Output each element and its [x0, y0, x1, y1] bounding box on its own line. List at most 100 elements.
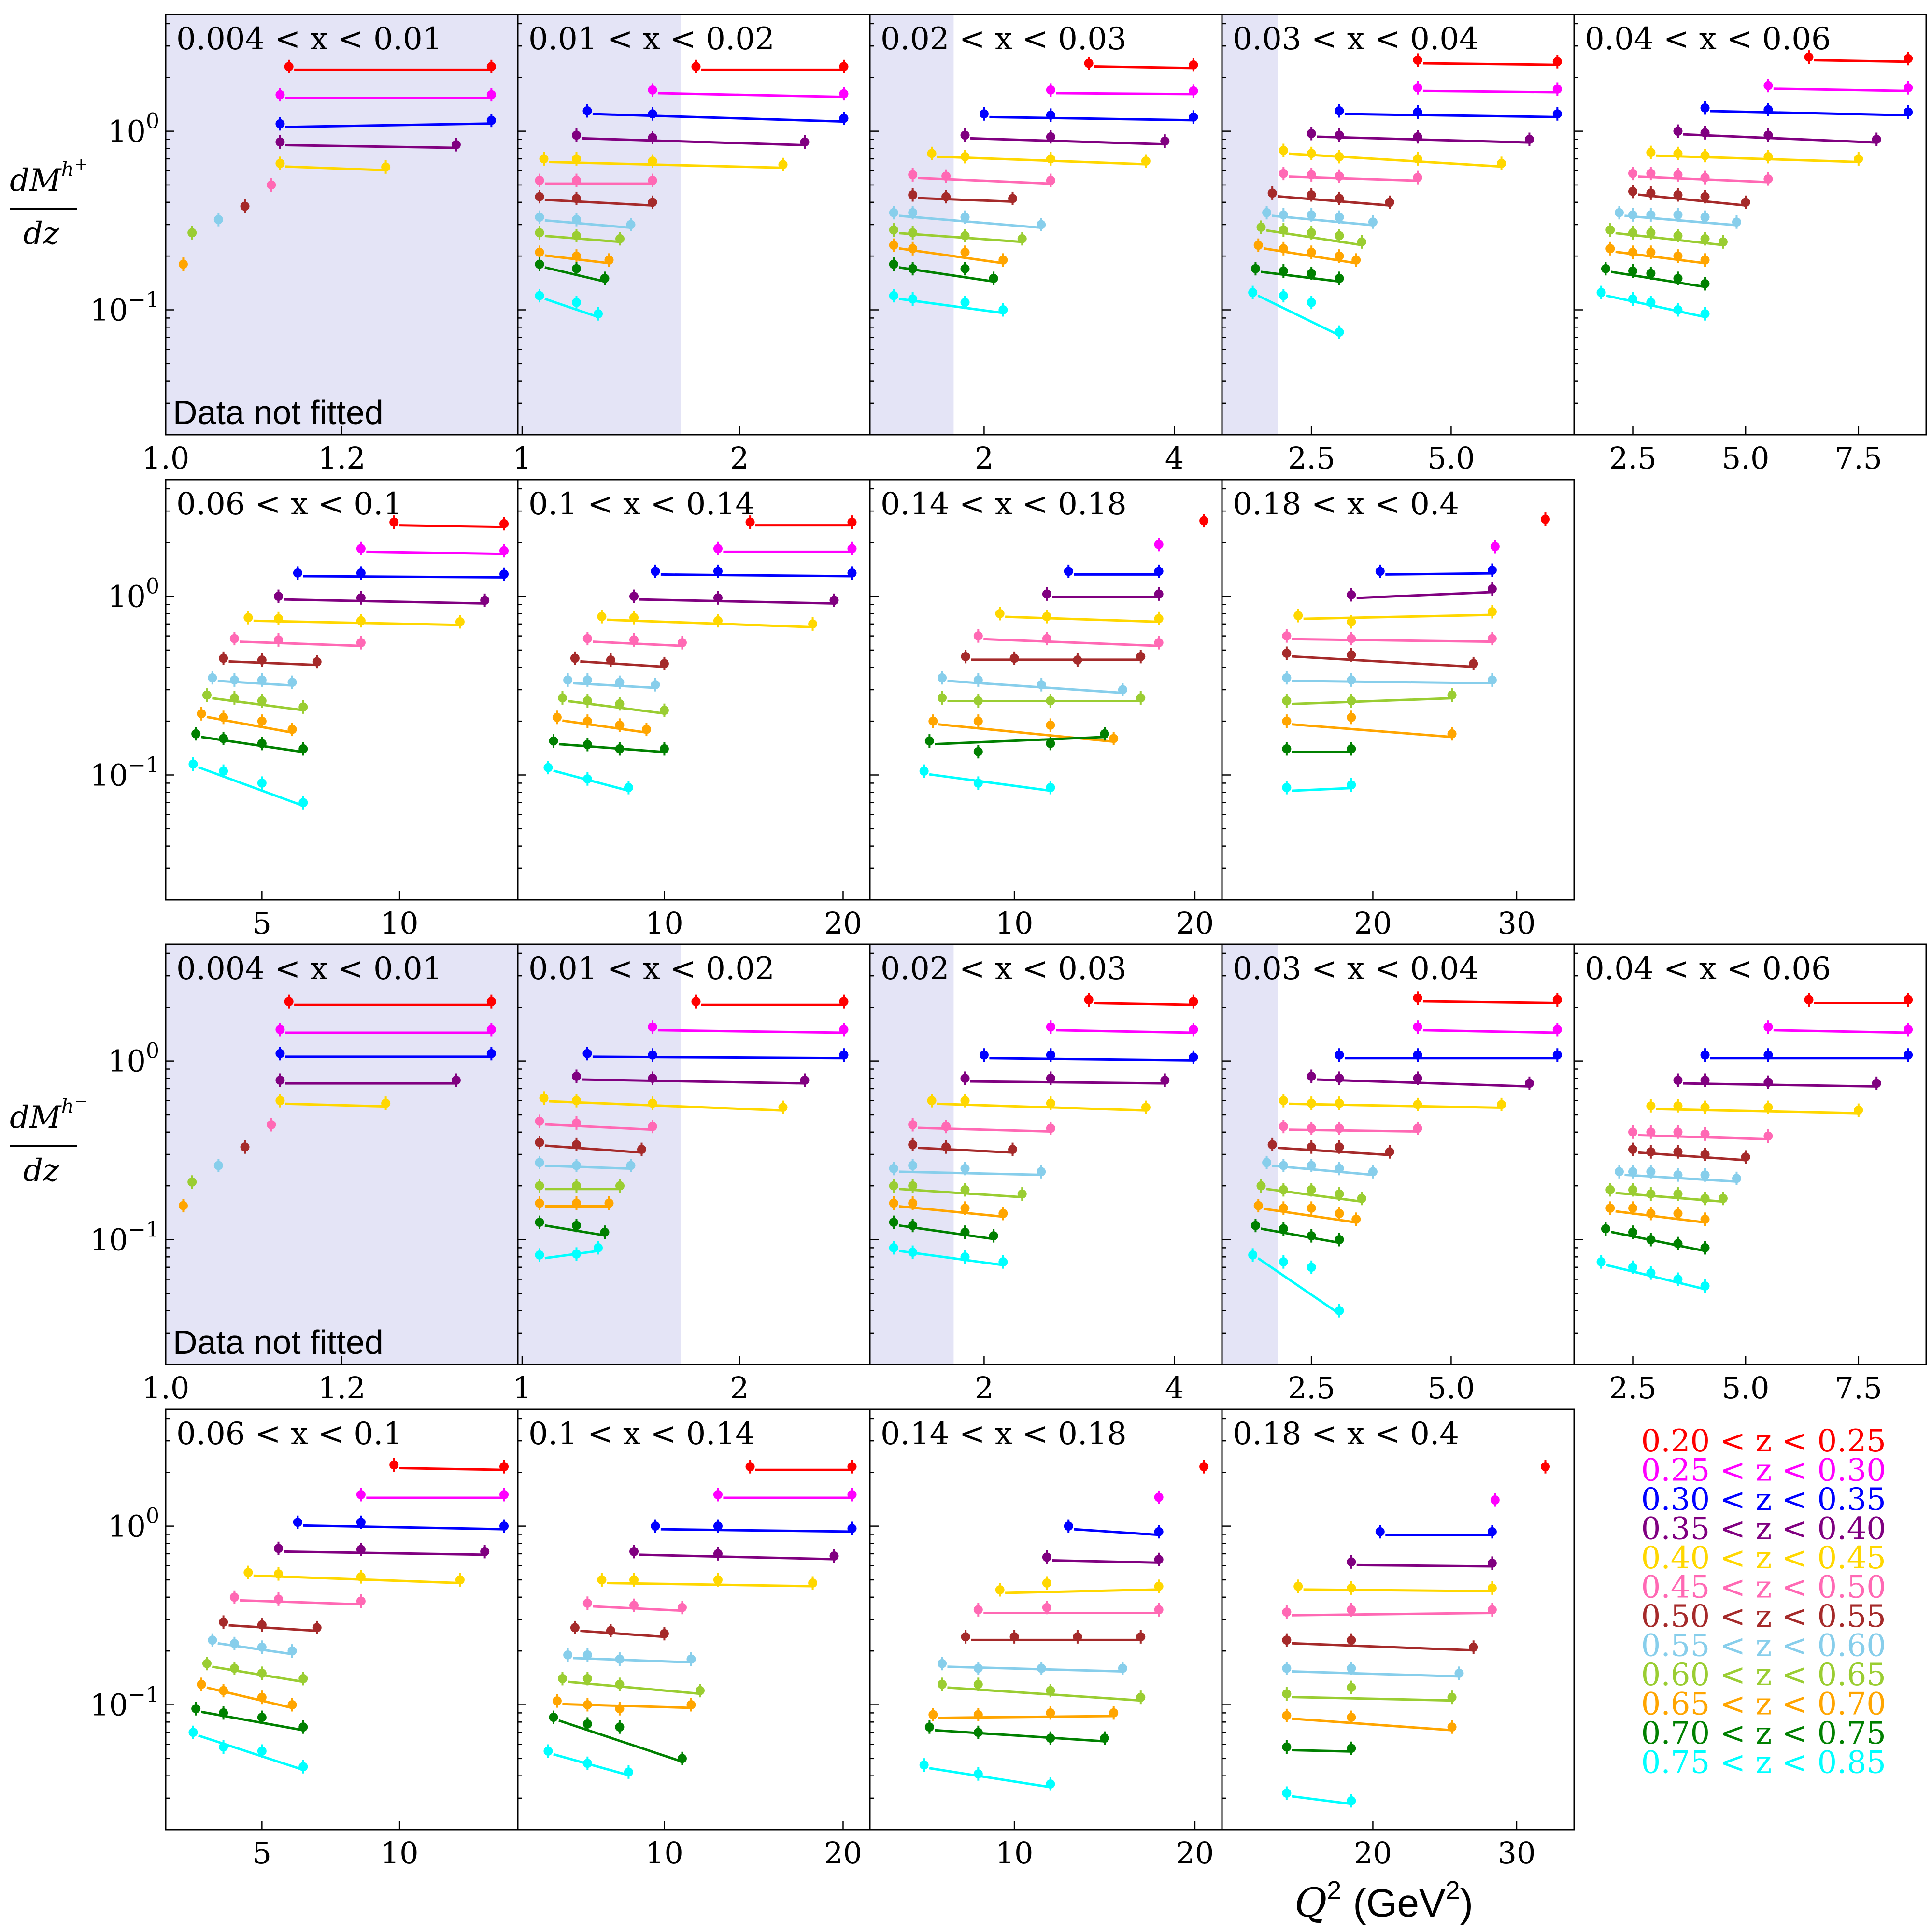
series-3: [1064, 1519, 1164, 1539]
data-point: [1487, 1558, 1497, 1568]
data-point: [1046, 696, 1055, 706]
data-point: [839, 89, 849, 99]
data-point: [1282, 1635, 1292, 1645]
x-tick-label: 5.0: [1427, 1370, 1475, 1406]
data-point: [629, 1547, 639, 1556]
x-tick-label: 30: [1498, 1835, 1536, 1871]
fit-line: [217, 680, 293, 687]
data-point: [1307, 298, 1316, 307]
data-point: [1763, 1022, 1773, 1032]
data-point: [604, 1198, 614, 1208]
series-7: [908, 1137, 1018, 1156]
legend-item-1: 0.20 < z < 0.25: [1641, 1423, 1886, 1459]
data-point: [552, 712, 562, 722]
data-point: [1046, 85, 1055, 95]
fit-line: [1292, 1611, 1492, 1617]
data-point: [582, 696, 592, 706]
fit-line: [1052, 1559, 1159, 1564]
data-point: [1084, 58, 1094, 68]
data-point: [1413, 1050, 1422, 1060]
y-tick-label: 100: [108, 574, 159, 614]
x-tick-label: 5.0: [1722, 1370, 1770, 1406]
data-point: [889, 1181, 898, 1191]
data-point: [1046, 1686, 1055, 1695]
series-1: [691, 994, 849, 1009]
data-point: [1487, 675, 1497, 685]
legend-item-8: 0.55 < z < 0.60: [1641, 1628, 1886, 1664]
data-point: [549, 1713, 558, 1722]
data-point: [995, 1585, 1005, 1594]
series-4: [274, 1541, 490, 1559]
data-point: [1487, 634, 1497, 643]
data-point: [927, 1096, 937, 1106]
data-point: [1347, 780, 1356, 790]
data-point: [1282, 1607, 1292, 1617]
data-point: [889, 1218, 898, 1227]
fit-line: [544, 1164, 631, 1170]
fit-line: [1272, 214, 1373, 227]
data-point: [1042, 1578, 1051, 1588]
data-point: [908, 1198, 918, 1208]
data-point: [1646, 269, 1656, 278]
data-point: [389, 1460, 399, 1470]
fit-line: [285, 165, 386, 171]
data-point: [594, 309, 603, 319]
data-point: [582, 106, 592, 115]
data-point: [1335, 171, 1344, 181]
data-point: [535, 1198, 544, 1208]
data-point: [257, 655, 267, 665]
x-tick-label: 7.5: [1835, 440, 1883, 476]
data-point: [1199, 1462, 1209, 1472]
data-point: [572, 1221, 581, 1230]
data-point: [973, 778, 983, 788]
series-1: [1540, 1460, 1550, 1474]
data-point: [1673, 273, 1683, 283]
data-point: [275, 1024, 285, 1034]
data-point: [1628, 266, 1637, 276]
series-2: [275, 1023, 496, 1037]
data-point: [713, 616, 723, 625]
data-point: [829, 1551, 839, 1561]
panel-6: 5 10 0.06 < x < 0.1: [165, 479, 519, 941]
data-point: [1673, 1208, 1683, 1218]
data-point: [1279, 1096, 1288, 1106]
data-point: [312, 1623, 322, 1633]
data-point: [1700, 1170, 1710, 1180]
data-point: [1700, 1243, 1710, 1252]
panel-frame: [165, 479, 519, 901]
panel-17: 10 20 0.14 < x < 0.18: [869, 1408, 1223, 1871]
fit-line: [1272, 1164, 1373, 1176]
data-point: [659, 744, 669, 753]
data-point: [1282, 1789, 1292, 1798]
series-2: [1154, 1490, 1164, 1504]
data-point: [1154, 540, 1164, 549]
data-point: [1347, 1683, 1356, 1692]
data-point: [1347, 1583, 1356, 1593]
data-point: [1673, 1076, 1683, 1085]
data-point: [651, 680, 660, 690]
data-point: [1700, 128, 1710, 138]
x-tick-label: 1: [512, 440, 531, 476]
data-point: [219, 1742, 228, 1752]
data-point: [973, 747, 983, 756]
data-point: [626, 1161, 636, 1170]
series-10: [197, 707, 297, 737]
series-1: [745, 1460, 857, 1474]
data-point: [941, 1122, 951, 1131]
data-point: [928, 1710, 938, 1719]
series-12: [1596, 285, 1710, 321]
data-point: [229, 693, 239, 703]
data-point: [677, 638, 687, 648]
data-point: [1413, 173, 1422, 183]
data-point: [1646, 210, 1656, 220]
data-point: [219, 1617, 228, 1627]
fit-line: [1773, 1029, 1908, 1034]
data-point: [979, 1050, 989, 1060]
data-point: [1154, 1527, 1164, 1536]
data-point: [1100, 729, 1109, 739]
data-point: [1017, 234, 1027, 243]
fit-line: [582, 1078, 805, 1085]
y-tick-label: 100: [108, 1039, 159, 1079]
series-9: [535, 1179, 625, 1193]
data-point: [624, 783, 633, 793]
